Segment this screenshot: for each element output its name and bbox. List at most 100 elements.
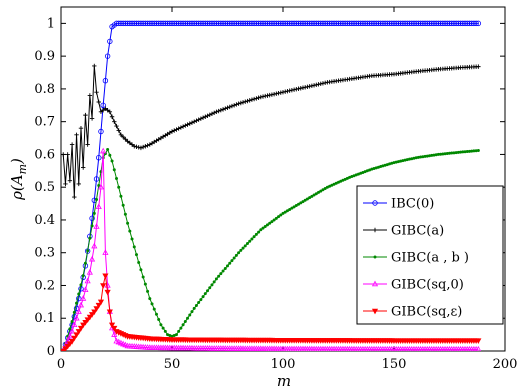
data-point: [189, 120, 195, 125]
data-point: [240, 100, 246, 105]
data-point: [140, 144, 146, 150]
data-point: [225, 105, 230, 110]
data-point: [94, 89, 99, 95]
data-point: [167, 130, 172, 136]
data-point: [100, 147, 107, 154]
data-point: [176, 126, 181, 131]
data-point: [196, 117, 201, 122]
data-point: [294, 87, 299, 92]
data-point: [181, 323, 185, 327]
data-point: [303, 198, 307, 202]
data-point: [221, 269, 225, 273]
data-point: [64, 343, 71, 350]
data-point: [209, 111, 215, 117]
data-point: [132, 144, 137, 149]
data-point: [297, 202, 301, 206]
data-point: [107, 109, 113, 115]
data-point: [290, 206, 294, 210]
data-point: [205, 113, 210, 118]
data-point: [149, 141, 155, 146]
data-point: [187, 121, 192, 126]
data-point: [95, 197, 99, 201]
data-point: [62, 346, 69, 351]
data-point: [226, 264, 229, 268]
data-point: [82, 286, 89, 293]
data-point: [82, 319, 89, 326]
data-point: [77, 325, 85, 332]
data-point: [165, 131, 170, 137]
data-point: [100, 108, 106, 113]
data-point: [91, 242, 98, 249]
data-point: [72, 194, 77, 200]
data-point: [77, 301, 85, 308]
data-point: [177, 329, 181, 333]
data-point: [277, 215, 281, 219]
data-point: [254, 232, 258, 236]
data-point: [203, 292, 207, 296]
data-point: [104, 289, 111, 296]
data-point: [210, 283, 214, 287]
data-point: [229, 103, 235, 109]
data-point: [211, 110, 217, 116]
data-point: [314, 82, 319, 88]
data-point: [145, 143, 150, 148]
data-point: [309, 83, 315, 88]
data-point: [300, 85, 306, 90]
data-point: [265, 223, 269, 227]
data-point: [257, 230, 261, 234]
data-point: [190, 310, 194, 314]
data-point: [214, 109, 219, 115]
data-point: [134, 144, 139, 149]
data-point: [285, 209, 289, 213]
data-point: [434, 153, 438, 157]
data-point: [92, 211, 96, 215]
data-point: [67, 178, 73, 183]
data-point: [250, 237, 254, 241]
data-point: [200, 115, 206, 120]
data-point: [274, 216, 278, 220]
data-point: [276, 90, 281, 96]
data-point: [285, 88, 290, 94]
data-point: [316, 82, 321, 87]
series-3: [61, 147, 482, 351]
data-point: [129, 142, 135, 147]
legend-label: GIBC(a , b ): [391, 251, 469, 266]
series-0: [61, 20, 482, 351]
data-point: [71, 321, 78, 327]
data-point: [254, 96, 259, 101]
data-point: [76, 181, 81, 187]
data-point: [208, 286, 212, 290]
data-point: [186, 316, 190, 320]
data-point: [100, 102, 106, 108]
data-point: [112, 119, 117, 124]
data-point: [157, 318, 161, 322]
data-point: [87, 93, 93, 98]
data-point: [263, 93, 268, 99]
data-point: [66, 341, 73, 348]
y-tick-label: 0.3: [34, 246, 55, 261]
data-point: [278, 90, 283, 95]
data-point: [234, 102, 239, 107]
data-point: [439, 152, 443, 156]
data-point: [476, 64, 481, 69]
data-point: [88, 236, 92, 240]
data-point: [70, 320, 74, 324]
data-point: [136, 145, 141, 150]
data-point: [63, 181, 68, 187]
legend-item: GIBC(a): [363, 224, 444, 239]
series-line: [62, 22, 479, 351]
x-tick-label: 50: [164, 357, 181, 372]
data-point: [180, 124, 186, 129]
data-point: [274, 91, 279, 96]
axis-ticks: 0 50 100 150 200 0 0.1 0.2 0.3 0.4 0.5 0.6 0.7 0.8 0.9…: [34, 7, 517, 372]
data-point: [97, 183, 105, 190]
data-point: [102, 249, 109, 255]
data-point: [303, 85, 308, 90]
data-point: [243, 99, 248, 104]
data-point: [93, 223, 100, 229]
data-point: [138, 145, 144, 151]
data-point: [146, 289, 150, 293]
data-point: [436, 152, 440, 156]
data-point: [152, 139, 157, 145]
data-point: [259, 228, 263, 232]
